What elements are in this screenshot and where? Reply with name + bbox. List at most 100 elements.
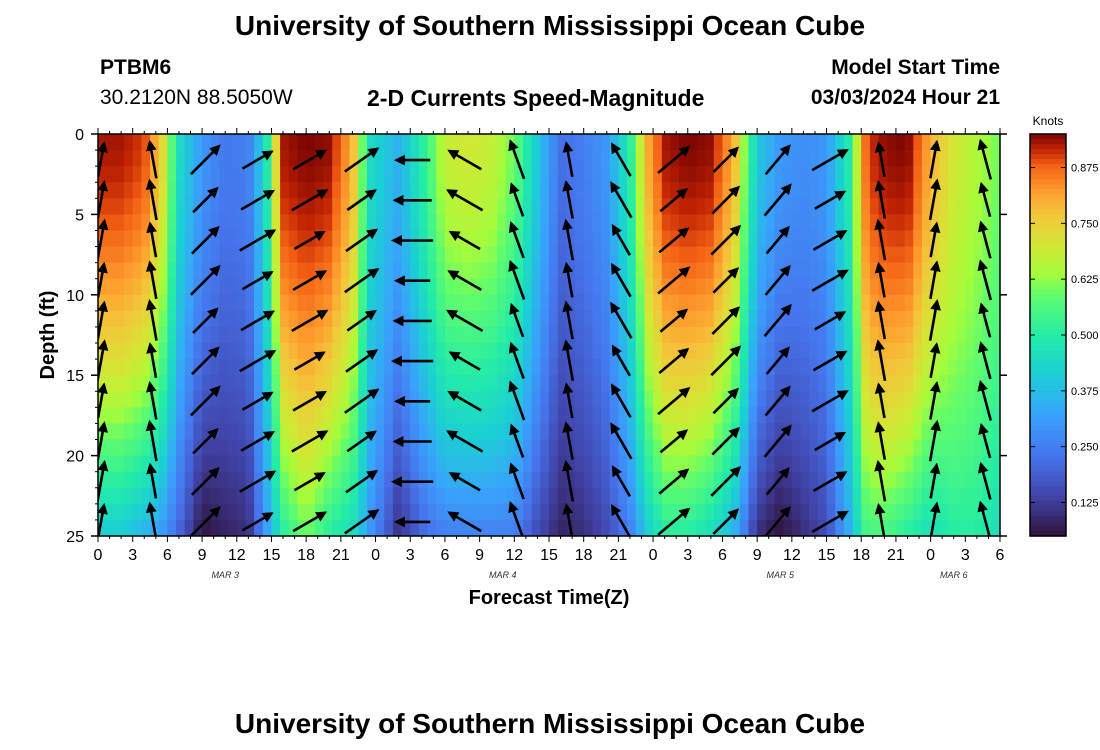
heat-cell bbox=[288, 519, 299, 536]
heat-cell bbox=[913, 278, 923, 296]
heat-cell bbox=[861, 455, 871, 473]
heat-cell bbox=[236, 294, 247, 312]
heat-cell bbox=[930, 359, 940, 376]
heat-cell bbox=[297, 359, 307, 376]
heat-cell bbox=[505, 471, 515, 489]
heat-cell bbox=[124, 166, 134, 183]
colorbar-segment bbox=[1030, 159, 1066, 165]
heat-cell bbox=[800, 327, 810, 344]
heat-cell bbox=[575, 166, 585, 183]
heat-cell bbox=[991, 246, 1000, 264]
heat-cell bbox=[921, 246, 932, 264]
current-arrow bbox=[610, 422, 633, 460]
heat-cell bbox=[288, 278, 299, 296]
heat-cell bbox=[470, 487, 481, 505]
heat-cell bbox=[306, 327, 316, 344]
heat-cell bbox=[210, 439, 221, 457]
heat-cell bbox=[210, 359, 221, 376]
heat-cell bbox=[653, 262, 663, 280]
heat-cell bbox=[618, 327, 628, 344]
heat-cell bbox=[98, 246, 108, 264]
heat-cell bbox=[549, 519, 559, 536]
heat-cell bbox=[158, 359, 168, 376]
heat-cell bbox=[618, 214, 628, 232]
heat-cell bbox=[948, 343, 958, 360]
colorbar-segment bbox=[1030, 505, 1066, 512]
heat-cell bbox=[722, 487, 732, 505]
x-tick-label: 6 bbox=[163, 547, 172, 564]
heat-cell bbox=[843, 182, 854, 199]
current-arrow bbox=[977, 461, 992, 500]
heat-cell bbox=[644, 310, 654, 328]
heat-cell bbox=[644, 246, 654, 264]
heat-cell bbox=[358, 198, 368, 215]
heat-cell bbox=[861, 134, 871, 151]
heat-cell bbox=[583, 407, 593, 425]
heat-cell bbox=[783, 246, 793, 264]
station-coords: 30.2120N 88.5050W bbox=[100, 86, 293, 109]
heat-cell bbox=[462, 230, 472, 248]
heat-cell bbox=[106, 455, 116, 473]
heat-cell bbox=[436, 519, 446, 536]
heat-cell bbox=[375, 310, 385, 328]
heat-cell bbox=[340, 359, 351, 376]
heat-cell bbox=[470, 294, 481, 312]
heat-cell bbox=[835, 182, 845, 199]
heat-cell bbox=[280, 327, 290, 344]
current-arrow bbox=[874, 421, 887, 460]
heat-cell bbox=[592, 471, 602, 489]
heat-cell bbox=[254, 519, 264, 536]
heat-cell bbox=[245, 214, 255, 232]
heat-cell bbox=[210, 150, 221, 167]
heat-cell bbox=[566, 343, 576, 360]
current-arrow bbox=[448, 230, 481, 251]
heat-cell bbox=[618, 150, 628, 167]
heat-cell bbox=[453, 343, 463, 360]
heat-cell bbox=[479, 407, 489, 425]
heat-cell bbox=[705, 310, 715, 328]
heat-cell bbox=[132, 455, 142, 473]
heat-cell bbox=[783, 487, 793, 505]
heat-cell bbox=[991, 310, 1000, 328]
heat-cell bbox=[557, 503, 567, 521]
heat-cell bbox=[444, 198, 455, 215]
heat-cell bbox=[245, 375, 255, 392]
heat-cell bbox=[470, 327, 481, 344]
heat-cell bbox=[288, 439, 299, 457]
heat-cell bbox=[948, 198, 958, 215]
heat-cell bbox=[592, 439, 602, 457]
heat-cell bbox=[418, 214, 429, 232]
current-arrow bbox=[291, 309, 329, 333]
heat-cell bbox=[644, 343, 654, 360]
heat-cell bbox=[679, 230, 689, 248]
heat-cell bbox=[410, 214, 420, 232]
heat-cell bbox=[748, 455, 758, 473]
heat-cell bbox=[176, 343, 186, 360]
heat-cell bbox=[488, 375, 498, 392]
heat-cell bbox=[644, 278, 654, 296]
heat-cell bbox=[479, 343, 489, 360]
heat-cell bbox=[601, 182, 611, 199]
heat-cell bbox=[869, 166, 880, 183]
heat-cell bbox=[271, 230, 281, 248]
heat-cell bbox=[167, 278, 177, 296]
heat-cell bbox=[557, 166, 567, 183]
heat-cell bbox=[401, 198, 411, 215]
heat-cell bbox=[531, 359, 541, 376]
heat-cell bbox=[965, 375, 975, 392]
heat-cell bbox=[245, 519, 255, 536]
heat-cell bbox=[384, 214, 394, 232]
heat-cell bbox=[826, 278, 836, 296]
heat-cell bbox=[176, 455, 186, 473]
colorbar-tick-label: 0.875 bbox=[1071, 163, 1099, 175]
heat-cell bbox=[262, 519, 273, 536]
heat-cell bbox=[523, 230, 533, 248]
heat-cell bbox=[427, 375, 437, 392]
colorbar-segment bbox=[1030, 495, 1066, 502]
heat-cell bbox=[904, 343, 914, 360]
heat-cell bbox=[948, 327, 958, 344]
heat-cell bbox=[401, 407, 411, 425]
heat-cell bbox=[314, 134, 325, 151]
heat-cell bbox=[939, 310, 949, 328]
heat-cell bbox=[98, 439, 108, 457]
